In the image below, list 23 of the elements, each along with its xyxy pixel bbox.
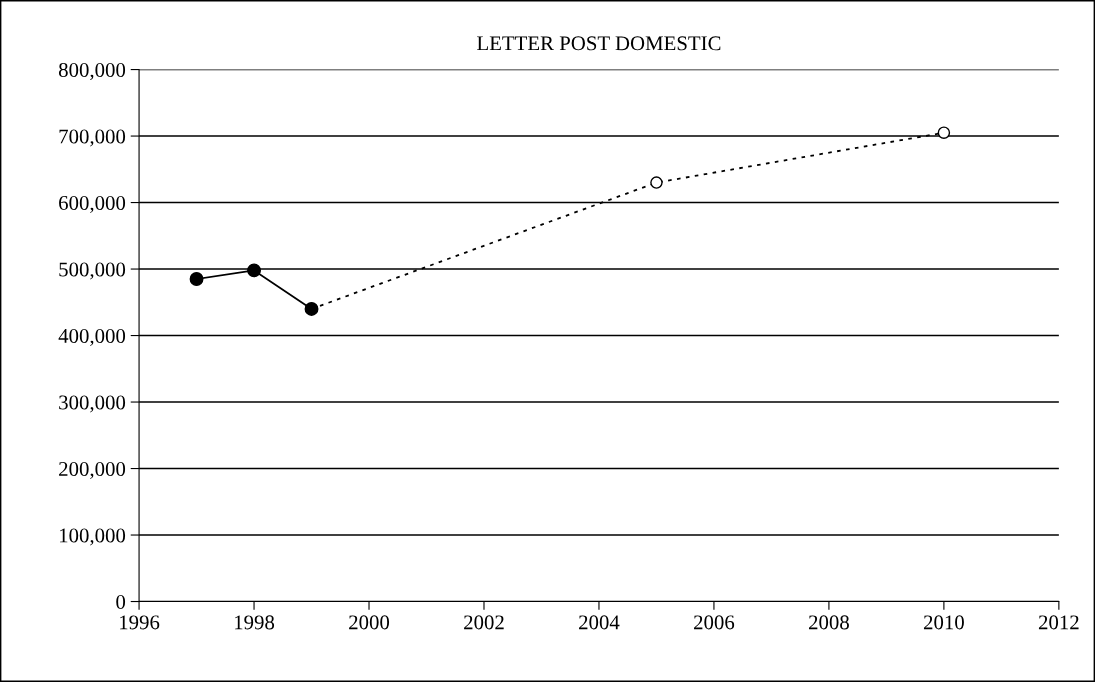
- y-tick-label: 600,000: [59, 195, 126, 213]
- x-tick-label: 1998: [235, 615, 275, 630]
- point: [937, 126, 951, 139]
- x-tick-label: 2004: [579, 615, 620, 630]
- y-tick-label: 0: [116, 594, 126, 609]
- x-tick-label: 2002: [464, 615, 504, 630]
- point: [247, 263, 261, 278]
- y-tick-label: 500,000: [59, 262, 126, 280]
- y-tick-label: 100,000: [59, 528, 126, 546]
- x-tick-label: 2006: [694, 615, 735, 630]
- y-tick-label: 800,000: [58, 62, 126, 80]
- chart-title: LETTER POST DOMESTIC: [477, 36, 721, 51]
- x-tick-label: 1996: [120, 615, 160, 630]
- point: [189, 272, 204, 286]
- x-tick-label: 2000: [349, 615, 390, 630]
- y-tick-label: 700,000: [59, 129, 126, 147]
- x-tick-label: 2012: [1038, 615, 1079, 630]
- x-tick-label: 2008: [809, 615, 849, 630]
- y-tick-label: 400,000: [58, 328, 126, 346]
- y-tick-label: 200,000: [59, 461, 126, 479]
- x-tick-label: 2010: [923, 615, 964, 630]
- point: [650, 176, 663, 189]
- y-tick-label: 300,000: [59, 395, 126, 413]
